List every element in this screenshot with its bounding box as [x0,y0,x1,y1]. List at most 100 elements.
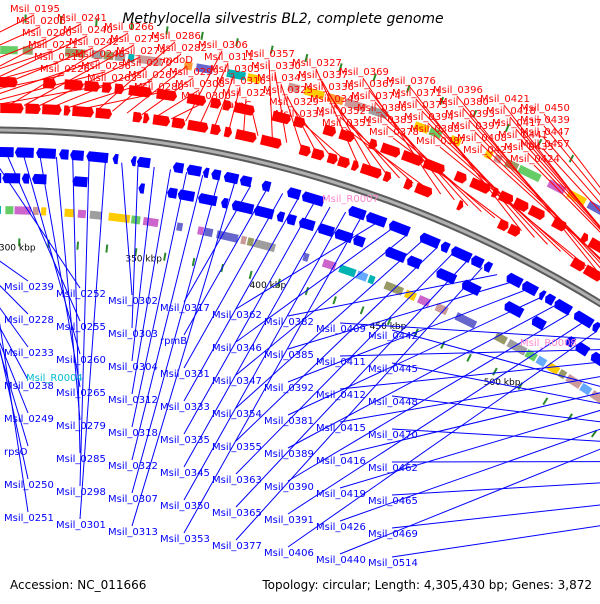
forward-gene-label: Msil_0396 [433,85,483,96]
reverse-gene [591,352,600,367]
reverse-gene-label: Msil_0335 [160,435,210,446]
reverse-gene [70,150,84,161]
forward-gene [327,153,338,165]
forward-gene [403,179,412,190]
reverse-gene-label: Msil_0411 [316,357,366,368]
ring-tick [493,368,497,375]
forward-gene-label: Msil_0357 [245,49,295,60]
forward-gene-label: Msil_0439 [520,115,570,126]
ring-tick [201,32,202,40]
forward-gene [311,148,324,160]
reverse-gene-label: Msil_0345 [160,468,210,479]
reverse-gene-label: Msil_0382 [264,317,314,328]
cog-feature [176,222,183,231]
reverse-gene-label: Msil_0363 [212,475,262,486]
forward-rna-label: Msil_R0008 [520,338,577,349]
forward-gene [338,129,354,142]
cog-feature [143,217,159,227]
forward-callout-line [83,93,158,109]
cog-feature [78,210,87,219]
reverse-gene-label: Msil_0390 [264,482,314,493]
forward-gene [583,265,600,282]
reverse-gene-label: Msil_0279 [56,421,106,432]
forward-gene-label: mdoD [163,55,193,66]
reverse-gene [441,242,451,254]
reverse-gene [131,156,137,166]
reverse-gene [203,168,210,178]
ring-tick [164,253,165,261]
reverse-gene [22,174,30,184]
cog-feature [240,236,247,245]
ring-tick [193,258,195,266]
reverse-gene-label: rpmB [160,336,187,347]
reverse-callout-line [73,158,80,453]
reverse-callout-line [184,185,251,302]
reverse-gene [167,188,178,199]
reverse-gene-label: Msil_0347 [212,376,262,387]
reverse-gene-label: Msil_0445 [368,364,418,375]
reverse-gene [366,212,387,228]
map-title: Methylocella silvestris BL2, complete ge… [122,11,443,27]
ring-tick [543,398,547,405]
forward-callout-line [252,111,258,136]
reverse-gene [138,183,145,193]
forward-gene [187,120,208,133]
reverse-gene-label: Msil_0362 [212,310,262,321]
reverse-gene-label: Msil_0389 [264,449,314,460]
cog-feature [590,390,600,407]
reverse-gene-label: Msil_0346 [212,343,262,354]
reverse-gene-label: Msil_0514 [368,558,418,569]
forward-gene [337,156,350,168]
reverse-gene-label: Msil_0317 [160,303,210,314]
forward-rna-label: Msil_R0007 [322,194,379,205]
cog-feature [367,275,375,285]
reverse-gene-label: Msil_0250 [4,480,54,491]
reverse-gene [451,246,472,263]
forward-gene [235,129,257,143]
reverse-gene-label: Msil_0419 [316,489,366,500]
reverse-gene [287,187,301,200]
reverse-callout-line [236,223,377,309]
cog-feature [0,46,18,54]
reverse-gene [385,247,407,263]
forward-gene [42,104,62,115]
forward-gene [454,171,467,184]
reverse-callout-line [132,169,171,394]
forward-gene [528,205,545,220]
reverse-gene [348,206,366,220]
reverse-gene-label: Msil_0307 [108,494,158,505]
reverse-gene [113,154,119,164]
forward-gene-label: Msil_0369 [339,67,389,78]
reverse-gene [353,235,366,247]
reverse-gene-label: Msil_0406 [264,548,314,559]
reverse-gene-label: Msil_0416 [316,456,366,467]
cog-feature [0,206,1,214]
reverse-gene-label: Msil_0448 [368,397,418,408]
forward-gene [351,160,359,171]
reverse-gene [224,172,239,184]
reverse-gene-label: Msil_0298 [56,487,106,498]
reverse-gene-label: Msil_0301 [56,520,106,531]
reverse-gene-label: Msil_0409 [316,324,366,335]
reverse-gene [187,165,202,177]
forward-gene [224,127,232,138]
reverse-rna-label: Msil_R0004 [26,373,83,384]
cog-feature [535,356,547,368]
ring-tick [467,354,471,361]
reverse-gene-label: Msil_0391 [264,515,314,526]
reverse-callout-line [392,461,600,462]
reverse-gene-label: Msil_0318 [108,428,158,439]
reverse-gene [173,162,184,173]
cog-feature [454,312,477,329]
reverse-gene-label: Msil_0249 [4,414,54,425]
forward-gene [360,163,382,179]
reverse-gene-label: Msil_0304 [108,362,158,373]
reverse-gene [211,169,221,180]
reverse-callout-line [122,163,132,295]
reverse-gene-label: Msil_0265 [56,388,106,399]
cog-feature [89,211,102,220]
forward-gene [383,171,392,182]
reverse-gene-label: Msil_0350 [160,501,210,512]
reverse-gene [0,173,1,183]
cog-feature [204,228,213,237]
